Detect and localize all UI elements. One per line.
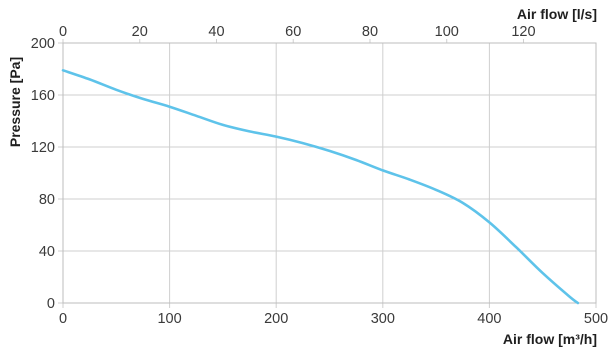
x2-axis-title: Air flow [l/s] [517, 6, 597, 22]
y-tick-label: 0 [47, 296, 55, 312]
y-tick-labels: 0 40 80 120 160 200 [31, 36, 55, 312]
x2-tick-labels: 0 20 40 60 80 100 120 [59, 24, 536, 40]
y-tick-label: 200 [31, 36, 55, 52]
x2-tick-label: 40 [208, 24, 224, 40]
curve-layer [61, 69, 580, 305]
y-tick-label: 120 [31, 140, 55, 156]
pressure-curve [61, 69, 580, 305]
x2-tick-label: 0 [59, 24, 67, 40]
x2-tick-label: 80 [362, 24, 378, 40]
y-tick-label: 160 [31, 88, 55, 104]
plot-area [62, 42, 597, 304]
y-axis-title: Pressure [Pa] [7, 57, 23, 147]
x-tick-label: 300 [371, 311, 395, 327]
x2-tick-label: 60 [285, 24, 301, 40]
x2-tick-label: 100 [435, 24, 459, 40]
grid [58, 39, 597, 308]
x2-tick-label: 20 [132, 24, 148, 40]
x-tick-label: 400 [477, 311, 501, 327]
x-tick-label: 200 [264, 311, 288, 327]
x-axis-title: Air flow [m³/h] [503, 331, 597, 347]
x-tick-label: 500 [584, 311, 608, 327]
y-tick-label: 40 [39, 244, 55, 260]
x-tick-label: 0 [59, 311, 67, 327]
x-tick-labels: 0 100 200 300 400 500 [59, 311, 608, 327]
y-tick-label: 80 [39, 192, 55, 208]
x2-tick-label: 120 [511, 24, 535, 40]
x-tick-label: 100 [157, 311, 181, 327]
